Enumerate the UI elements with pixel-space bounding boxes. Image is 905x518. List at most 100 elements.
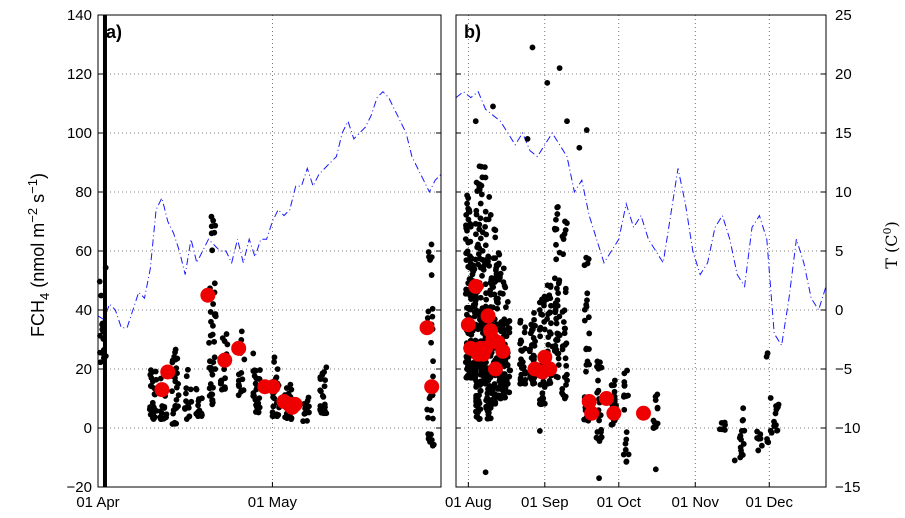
flux-point xyxy=(252,409,259,415)
flux-point xyxy=(195,396,202,402)
flux-point xyxy=(611,388,618,395)
mean-flux-marker xyxy=(495,343,511,359)
flux-point xyxy=(428,272,435,278)
flux-point xyxy=(529,326,536,333)
flux-point xyxy=(478,191,485,198)
flux-point xyxy=(498,374,505,381)
flux-point xyxy=(153,376,160,383)
flux-point xyxy=(494,305,501,312)
flux-point xyxy=(500,265,507,272)
mean-flux-marker xyxy=(542,361,558,377)
y-tick-label: 60 xyxy=(75,243,92,260)
flux-point xyxy=(654,391,661,398)
y2-tick-label: −10 xyxy=(835,420,860,437)
flux-point xyxy=(470,301,477,308)
mean-flux-marker xyxy=(635,405,651,421)
flux-point xyxy=(235,383,242,389)
flux-point xyxy=(250,350,257,357)
flux-point xyxy=(536,428,543,434)
flux-point xyxy=(499,290,506,297)
flux-point xyxy=(273,374,280,381)
flux-point xyxy=(540,381,546,388)
flux-point xyxy=(483,397,490,404)
panel-a: −20 0 20 40 60 80 100 120 140 01 Apr 01 May a) xyxy=(67,7,442,511)
flux-point xyxy=(477,200,484,207)
flux-point xyxy=(583,368,589,375)
flux-point xyxy=(554,211,561,217)
flux-point xyxy=(757,431,764,438)
mean-flux-marker xyxy=(200,287,216,303)
x-tick-label: 01 Aug xyxy=(445,494,492,511)
flux-point xyxy=(169,388,175,395)
flux-point xyxy=(193,386,200,393)
flux-point xyxy=(581,317,588,324)
flux-point xyxy=(477,235,484,242)
flux-point xyxy=(465,239,472,246)
flux-point xyxy=(737,432,744,439)
flux-point xyxy=(518,338,525,345)
flux-point xyxy=(555,203,561,210)
flux-point xyxy=(561,325,568,332)
flux-point xyxy=(475,251,482,257)
flux-point xyxy=(482,208,489,215)
flux-point xyxy=(473,207,480,214)
flux-point xyxy=(553,241,559,248)
mean-flux-marker xyxy=(581,393,597,409)
flux-point xyxy=(486,194,493,200)
flux-point xyxy=(544,282,551,289)
flux-point xyxy=(318,388,324,395)
flux-point xyxy=(209,391,216,398)
mean-flux-marker xyxy=(287,396,303,412)
flux-point xyxy=(207,332,214,339)
flux-point xyxy=(620,451,627,458)
flux-point xyxy=(223,331,230,337)
flux-point xyxy=(598,364,605,371)
y2-tick-label: 25 xyxy=(835,7,852,24)
flux-point xyxy=(625,451,632,458)
flux-point xyxy=(560,319,567,325)
flux-point xyxy=(424,315,431,321)
flux-point xyxy=(584,290,591,297)
flux-point xyxy=(428,407,434,414)
flux-point xyxy=(474,244,481,251)
flux-point xyxy=(652,420,659,427)
flux-point xyxy=(546,379,553,386)
flux-point xyxy=(208,213,215,220)
flux-point xyxy=(560,391,567,398)
flux-point xyxy=(485,258,491,265)
y-tick-label: 40 xyxy=(75,302,92,319)
x-tick-label: 01 Sep xyxy=(521,494,569,511)
flux-point xyxy=(544,296,550,302)
flux-point xyxy=(740,440,747,447)
flux-point xyxy=(252,380,259,387)
flux-point xyxy=(586,330,593,337)
flux-point xyxy=(560,251,567,258)
flux-point xyxy=(210,384,216,391)
flux-point xyxy=(146,406,153,413)
flux-point xyxy=(555,362,562,368)
flux-point xyxy=(493,262,500,268)
flux-point xyxy=(507,367,514,374)
y2-tick-label: 20 xyxy=(835,66,852,83)
flux-point xyxy=(500,279,507,286)
flux-point xyxy=(274,413,281,420)
flux-point xyxy=(479,365,486,371)
flux-point xyxy=(99,321,105,328)
flux-point xyxy=(559,233,566,240)
y-tick-label: 120 xyxy=(67,66,92,83)
flux-point xyxy=(283,385,290,391)
flux-point xyxy=(100,328,106,335)
flux-point xyxy=(153,407,160,414)
flux-point xyxy=(211,280,218,287)
flux-point xyxy=(495,250,502,256)
flux-point xyxy=(731,457,738,464)
flux-point xyxy=(425,249,432,255)
flux-point xyxy=(212,366,219,372)
flux-point xyxy=(210,301,217,307)
flux-point xyxy=(552,226,558,233)
y2-tick-label: 15 xyxy=(835,125,852,142)
temperature-line xyxy=(455,90,827,347)
flux-point xyxy=(552,307,559,314)
mean-flux-marker xyxy=(424,379,440,395)
flux-point xyxy=(608,421,615,428)
